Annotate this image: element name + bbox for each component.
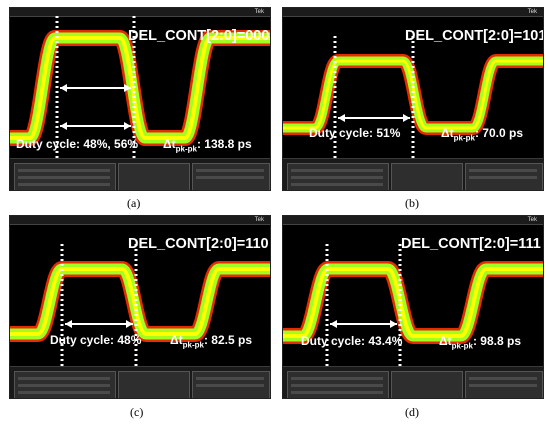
delay-setting-label: DEL_CONT[2:0]=101	[405, 28, 544, 44]
measurement-status-bar	[283, 158, 543, 190]
measurement-status-bar	[283, 366, 543, 398]
scope-panel-a: Tek DEL_CONT[2:0]=000 Duty cycle: 48%, 5…	[9, 7, 271, 191]
caption-c: (c)	[130, 405, 144, 419]
scope-brand-label: Tek	[527, 9, 537, 15]
waveform-traces	[283, 54, 543, 135]
jitter-label: Δtpk-pk: 138.8 ps	[163, 137, 252, 154]
scope-menu-bar: Tek	[10, 216, 270, 225]
jitter-label: Δtpk-pk: 98.8 ps	[439, 334, 521, 351]
waveform-traces	[283, 261, 543, 344]
scope-panel-b: Tek DEL_CONT[2:0]=101 Duty cycle: 51% Δt…	[282, 7, 544, 191]
waveform-traces	[10, 261, 270, 342]
eye-diagram-b	[283, 36, 543, 158]
scope-brand-label: Tek	[254, 9, 264, 15]
jitter-label: Δtpk-pk: 70.0 ps	[441, 126, 523, 143]
delay-setting-label: DEL_CONT[2:0]=000	[128, 28, 270, 44]
scope-menu-bar: Tek	[10, 8, 270, 17]
duty-cycle-label: Duty cycle: 51%	[309, 126, 401, 140]
eye-diagram-d	[283, 244, 543, 366]
delay-setting-label: DEL_CONT[2:0]=111	[401, 236, 541, 252]
scope-panel-d: Tek DEL_CONT[2:0]=111 Duty cycle: 43.4% …	[282, 215, 544, 399]
jitter-label: Δtpk-pk: 82.5 ps	[170, 333, 252, 350]
waveform-traces	[10, 30, 270, 146]
scope-brand-label: Tek	[527, 217, 537, 223]
eye-diagram-a	[10, 16, 270, 158]
duty-cycle-label: Duty cycle: 43.4%	[301, 334, 403, 348]
scope-menu-bar: Tek	[283, 216, 543, 225]
duty-cycle-label: Duty cycle: 48%, 56%	[16, 137, 139, 151]
duty-cycle-label: Duty cycle: 48%	[50, 333, 142, 347]
scope-panel-c: Tek DEL_CONT[2:0]=110 Duty cycle: 48% Δt…	[9, 215, 271, 399]
scope-brand-label: Tek	[254, 217, 264, 223]
eye-diagram-c	[10, 244, 270, 366]
delay-setting-label: DEL_CONT[2:0]=110	[128, 236, 269, 252]
caption-a: (a)	[127, 196, 141, 210]
measurement-status-bar	[10, 158, 270, 190]
scope-menu-bar: Tek	[283, 8, 543, 17]
caption-d: (d)	[405, 405, 419, 419]
caption-b: (b)	[405, 196, 419, 210]
measurement-status-bar	[10, 366, 270, 398]
